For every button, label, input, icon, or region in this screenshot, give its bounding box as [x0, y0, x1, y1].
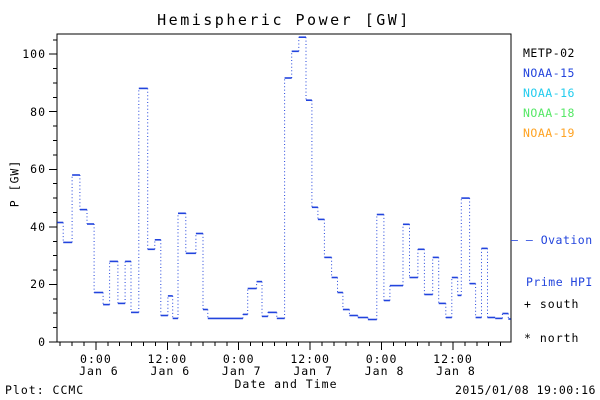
x-tick-label: 0:00 Jan 6: [60, 353, 132, 377]
y-tick-label: 100: [22, 47, 46, 62]
x-axis-label: Date and Time: [234, 377, 338, 391]
x-tick-label: 0:00 Jan 8: [346, 353, 418, 377]
x-tick-date: Jan 8: [436, 364, 476, 378]
x-tick-date: Jan 7: [221, 364, 262, 378]
legend-satellite-label: NOAA-16: [523, 86, 575, 100]
x-tick-date: Jan 6: [150, 364, 191, 378]
y-tick-label: 40: [30, 219, 46, 234]
legend-satellite-label: NOAA-15: [523, 66, 575, 80]
legend-satellite-label: NOAA-18: [523, 106, 575, 120]
x-tick-time: 12:00: [433, 352, 473, 366]
x-tick-date: Jan 8: [364, 364, 405, 378]
x-tick-time: 0:00: [365, 352, 398, 366]
y-tick-label: 80: [30, 104, 46, 119]
x-tick-time: 0:00: [80, 352, 112, 366]
data-line: [49, 33, 512, 350]
y-tick-label: 0: [38, 335, 46, 349]
plot-credit: Plot: CCMC: [5, 383, 85, 397]
y-tick-label: 60: [30, 162, 46, 177]
y-tick-label: 20: [30, 277, 46, 292]
x-tick-label: 12:00 Jan 8: [417, 353, 489, 377]
north-marker-label: * north: [524, 331, 580, 345]
x-tick-time: 12:00: [290, 352, 330, 366]
y-axis-label: P [GW]: [7, 159, 22, 208]
south-marker-label: + south: [524, 297, 580, 311]
legend-satellites: METP-02 NOAA-15 NOAA-16 NOAA-18 NOAA-19: [523, 43, 575, 143]
plot-timestamp: 2015/01/08 19:00:16: [454, 383, 596, 397]
x-tick-label: 12:00 Jan 7: [274, 353, 346, 377]
x-tick-time: 12:00: [147, 352, 188, 366]
legend-satellite-label: METP-02: [523, 46, 575, 60]
x-tick-date: Jan 6: [79, 364, 119, 378]
x-tick-date: Jan 7: [293, 364, 333, 378]
chart-title: Hemispheric Power [GW]: [157, 11, 411, 29]
ovation-legend-label: – – Ovation Prime HPI: [511, 205, 593, 317]
ovation-legend-line2: Prime HPI: [526, 275, 593, 289]
x-tick-label: 12:00 Jan 6: [131, 353, 203, 377]
ovation-legend-line1: – – Ovation: [511, 233, 593, 247]
x-tick-label: 0:00 Jan 7: [203, 353, 275, 377]
x-tick-time: 0:00: [222, 352, 255, 366]
legend-satellite-label: NOAA-19: [523, 126, 575, 140]
